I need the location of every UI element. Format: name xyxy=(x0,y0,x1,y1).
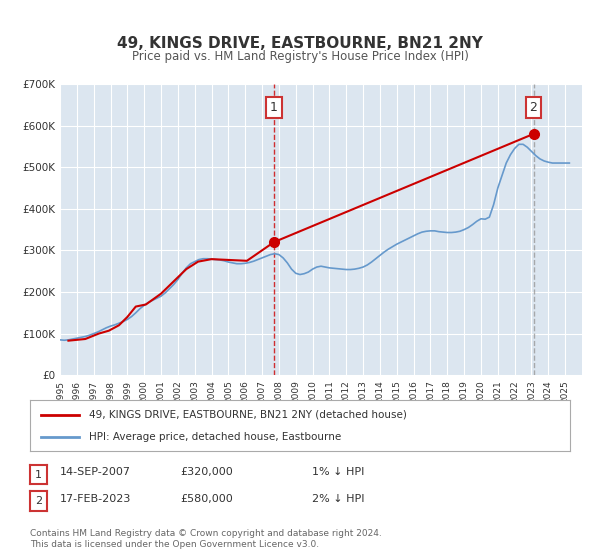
Text: Contains HM Land Registry data © Crown copyright and database right 2024.
This d: Contains HM Land Registry data © Crown c… xyxy=(30,529,382,549)
Text: 17-FEB-2023: 17-FEB-2023 xyxy=(60,494,131,504)
Text: 49, KINGS DRIVE, EASTBOURNE, BN21 2NY (detached house): 49, KINGS DRIVE, EASTBOURNE, BN21 2NY (d… xyxy=(89,409,407,419)
Text: £320,000: £320,000 xyxy=(180,467,233,477)
Text: 49, KINGS DRIVE, EASTBOURNE, BN21 2NY: 49, KINGS DRIVE, EASTBOURNE, BN21 2NY xyxy=(117,36,483,52)
Text: 14-SEP-2007: 14-SEP-2007 xyxy=(60,467,131,477)
Text: Price paid vs. HM Land Registry's House Price Index (HPI): Price paid vs. HM Land Registry's House … xyxy=(131,50,469,63)
Text: 2: 2 xyxy=(530,101,538,114)
Text: HPI: Average price, detached house, Eastbourne: HPI: Average price, detached house, East… xyxy=(89,432,341,442)
Text: 2: 2 xyxy=(35,496,42,506)
Text: 2% ↓ HPI: 2% ↓ HPI xyxy=(312,494,365,504)
Text: 1% ↓ HPI: 1% ↓ HPI xyxy=(312,467,364,477)
Text: £580,000: £580,000 xyxy=(180,494,233,504)
Text: 1: 1 xyxy=(35,470,42,479)
Text: 1: 1 xyxy=(270,101,278,114)
